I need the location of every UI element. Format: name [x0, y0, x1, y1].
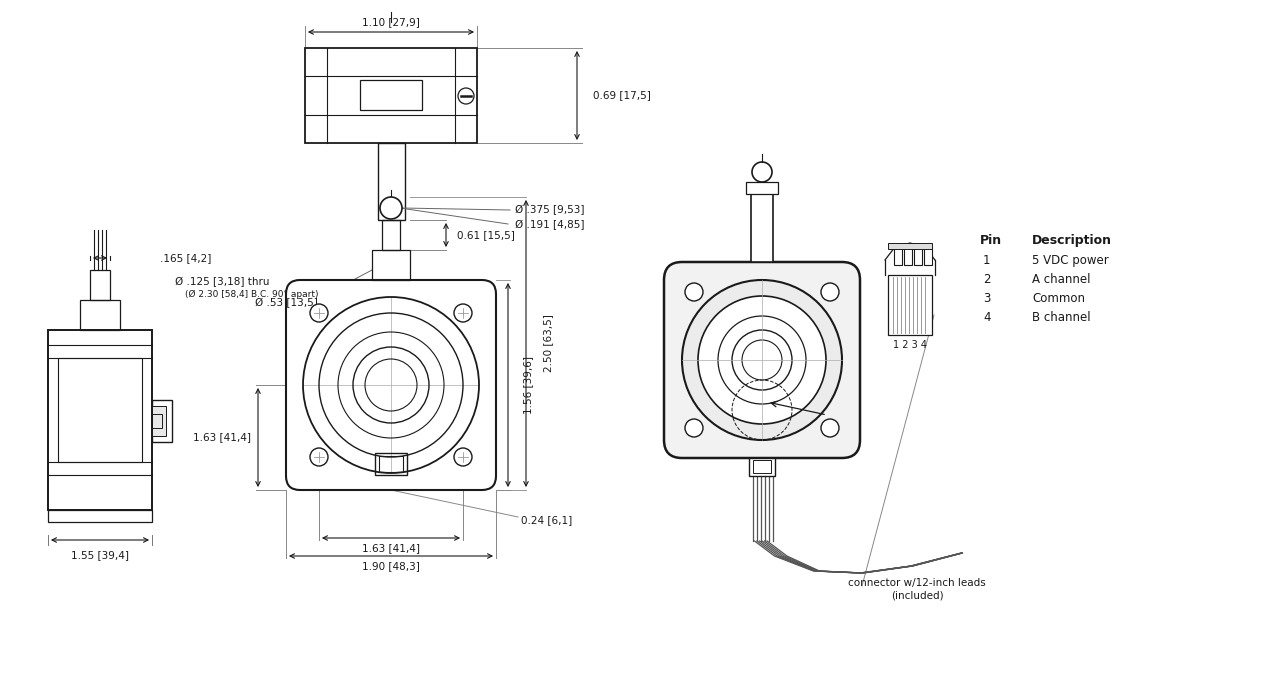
Text: Description: Description: [1032, 234, 1112, 247]
Circle shape: [454, 304, 472, 322]
Bar: [90, 270, 110, 300]
Text: 2.50 [63,5]: 2.50 [63,5]: [543, 314, 553, 372]
Text: 4: 4: [983, 311, 991, 323]
Text: Ø .191 [4,85]: Ø .191 [4,85]: [515, 220, 585, 230]
FancyBboxPatch shape: [664, 262, 860, 458]
Text: 1.63 [41,4]: 1.63 [41,4]: [193, 432, 251, 442]
Text: 1.56 [39,6]: 1.56 [39,6]: [524, 356, 532, 414]
Bar: [360, 80, 422, 110]
Circle shape: [310, 448, 328, 466]
Bar: [305, 48, 477, 143]
Text: (included): (included): [891, 590, 943, 600]
Text: A channel: A channel: [1032, 272, 1091, 286]
Bar: [152, 400, 172, 442]
Circle shape: [310, 304, 328, 322]
Bar: [893, 247, 902, 265]
Bar: [375, 453, 407, 475]
Text: 1 2 3 4: 1 2 3 4: [893, 340, 927, 350]
Text: 1.63 [41,4]: 1.63 [41,4]: [362, 543, 420, 553]
Text: Ø .125 [3,18] thru: Ø .125 [3,18] thru: [175, 277, 270, 287]
Text: 0.24 [6,1]: 0.24 [6,1]: [521, 515, 572, 525]
Circle shape: [454, 448, 472, 466]
Text: .165 [4,2]: .165 [4,2]: [160, 253, 211, 263]
Circle shape: [732, 330, 792, 390]
Text: 0.69 [17,5]: 0.69 [17,5]: [593, 90, 652, 100]
Text: (Ø 2.30 [58,4] B.C. 90° apart): (Ø 2.30 [58,4] B.C. 90° apart): [186, 289, 319, 299]
Bar: [379, 456, 403, 472]
Bar: [753, 460, 771, 473]
Bar: [914, 247, 922, 265]
Bar: [49, 510, 152, 522]
Bar: [372, 250, 410, 280]
Circle shape: [751, 162, 772, 182]
Bar: [749, 458, 774, 476]
Text: 1.90 [48,3]: 1.90 [48,3]: [362, 561, 420, 571]
Text: Ø .375 [9,53]: Ø .375 [9,53]: [515, 205, 585, 215]
Bar: [904, 247, 911, 265]
Bar: [746, 182, 778, 194]
Circle shape: [685, 283, 703, 301]
Bar: [924, 247, 932, 265]
Bar: [888, 275, 932, 335]
Text: 1.10 [27,9]: 1.10 [27,9]: [362, 17, 420, 27]
Circle shape: [685, 419, 703, 437]
Bar: [58, 358, 142, 462]
Circle shape: [380, 197, 402, 219]
Bar: [81, 300, 120, 330]
Bar: [152, 414, 163, 428]
Bar: [381, 220, 399, 250]
Text: 0.61 [15,5]: 0.61 [15,5]: [457, 230, 515, 240]
Text: Ø .53 [13,5]: Ø .53 [13,5]: [255, 298, 317, 308]
Bar: [378, 143, 404, 220]
Bar: [751, 192, 773, 262]
Text: 5 VDC power: 5 VDC power: [1032, 254, 1108, 266]
Circle shape: [820, 419, 838, 437]
Text: Pin: Pin: [980, 234, 1002, 247]
Text: 2: 2: [983, 272, 991, 286]
Text: Common: Common: [1032, 291, 1085, 304]
Circle shape: [698, 296, 826, 424]
Text: 1: 1: [983, 254, 991, 266]
Circle shape: [682, 280, 842, 440]
Bar: [152, 406, 166, 436]
Text: 3: 3: [983, 291, 991, 304]
Text: B channel: B channel: [1032, 311, 1091, 323]
FancyBboxPatch shape: [285, 280, 497, 490]
Circle shape: [820, 283, 838, 301]
Bar: [888, 243, 932, 249]
Text: connector w/12-inch leads: connector w/12-inch leads: [849, 578, 986, 588]
Bar: [49, 330, 152, 510]
Text: 1.55 [39,4]: 1.55 [39,4]: [70, 550, 129, 560]
